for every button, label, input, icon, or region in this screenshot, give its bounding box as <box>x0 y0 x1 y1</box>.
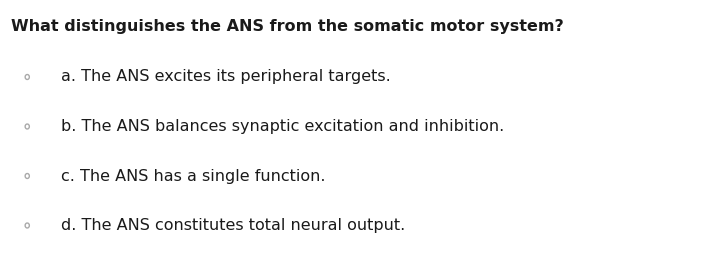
Text: What distinguishes the ANS from the somatic motor system?: What distinguishes the ANS from the soma… <box>11 19 564 34</box>
Text: b. The ANS balances synaptic excitation and inhibition.: b. The ANS balances synaptic excitation … <box>61 119 504 134</box>
Text: c. The ANS has a single function.: c. The ANS has a single function. <box>61 169 326 183</box>
Ellipse shape <box>25 124 29 129</box>
Text: a. The ANS excites its peripheral targets.: a. The ANS excites its peripheral target… <box>61 70 391 84</box>
Ellipse shape <box>25 174 29 178</box>
Text: d. The ANS constitutes total neural output.: d. The ANS constitutes total neural outp… <box>61 218 405 233</box>
Ellipse shape <box>25 223 29 228</box>
Ellipse shape <box>25 75 29 79</box>
